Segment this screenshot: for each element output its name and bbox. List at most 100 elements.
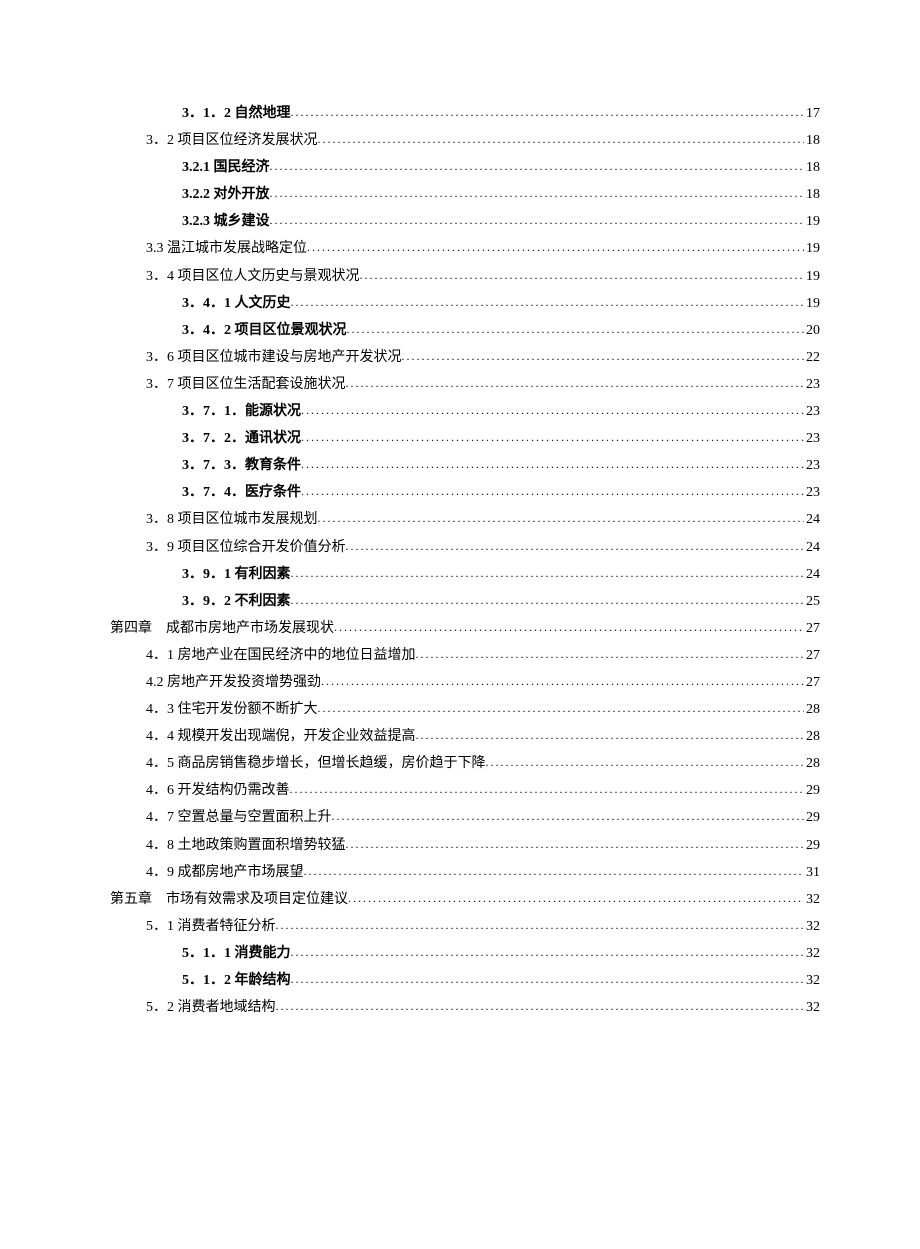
toc-leader-dots [276, 913, 805, 939]
toc-entry-page: 29 [804, 832, 820, 859]
toc-entry-page: 27 [804, 642, 820, 669]
toc-leader-dots [402, 344, 805, 370]
toc-entry-page: 19 [804, 235, 820, 262]
toc-leader-dots [318, 127, 805, 153]
toc-entry: 3．9 项目区位综合开发价值分析24 [110, 534, 820, 561]
toc-leader-dots [347, 317, 805, 343]
toc-entry-title: 4．4 规模开发出现端倪，开发企业效益提高 [146, 723, 416, 750]
toc-entry: 第四章 成都市房地产市场发展现状27 [110, 615, 820, 642]
toc-entry: 3.2.1 国民经济 18 [110, 154, 820, 181]
toc-entry-page: 23 [804, 479, 820, 506]
toc-entry: 5．2 消费者地域结构32 [110, 994, 820, 1021]
toc-entry-page: 19 [804, 208, 820, 235]
toc-entry-page: 23 [804, 398, 820, 425]
toc-entry-title: 3．7．2．通讯状况 [182, 425, 301, 452]
toc-entry-page: 18 [804, 181, 820, 208]
toc-entry-page: 23 [804, 371, 820, 398]
toc-entry-title: 3．8 项目区位城市发展规划 [146, 506, 318, 533]
toc-entry-page: 25 [804, 588, 820, 615]
toc-leader-dots [291, 588, 805, 614]
toc-entry-title: 4．7 空置总量与空置面积上升 [146, 804, 332, 831]
toc-entry: 3.2.3 城乡建设19 [110, 208, 820, 235]
toc-leader-dots [270, 208, 805, 234]
toc-entry-page: 32 [804, 886, 820, 913]
toc-entry-title: 5．1．2 年龄结构 [182, 967, 291, 994]
toc-entry-page: 23 [804, 452, 820, 479]
toc-entry-title: 5．1．1 消费能力 [182, 940, 291, 967]
toc-entry-title: 3.2.2 对外开放 [182, 181, 270, 208]
toc-entry-page: 31 [804, 859, 820, 886]
toc-leader-dots [291, 100, 805, 126]
toc-entry-title: 4．6 开发结构仍需改善 [146, 777, 290, 804]
toc-entry-title: 3．7．3．教育条件 [182, 452, 301, 479]
toc-entry-page: 24 [804, 534, 820, 561]
toc-entry-page: 32 [804, 913, 820, 940]
toc-entry-page: 18 [804, 154, 820, 181]
toc-leader-dots [321, 669, 804, 695]
toc-entry: 5．1．1 消费能力 32 [110, 940, 820, 967]
toc-entry: 4．7 空置总量与空置面积上升 29 [110, 804, 820, 831]
toc-entry: 4．5 商品房销售稳步增长，但增长趋缓，房价趋于下降 28 [110, 750, 820, 777]
toc-leader-dots [290, 777, 805, 803]
toc-leader-dots [360, 263, 805, 289]
toc-entry-title: 4．8 土地政策购置面积增势较猛 [146, 832, 346, 859]
toc-leader-dots [416, 723, 805, 749]
toc-entry-page: 24 [804, 561, 820, 588]
toc-entry-title: 3．7．1．能源状况 [182, 398, 301, 425]
toc-entry-page: 23 [804, 425, 820, 452]
toc-entry-page: 19 [804, 290, 820, 317]
toc-leader-dots [332, 804, 805, 830]
toc-leader-dots [291, 561, 805, 587]
toc-entry: 4.2 房地产开发投资增势强劲27 [110, 669, 820, 696]
toc-entry-title: 3．1．2 自然地理 [182, 100, 291, 127]
toc-leader-dots [346, 534, 805, 560]
toc-leader-dots [291, 967, 805, 993]
toc-entry-page: 28 [804, 750, 820, 777]
toc-entry: 3．8 项目区位城市发展规划 24 [110, 506, 820, 533]
toc-entry-page: 24 [804, 506, 820, 533]
toc-leader-dots [348, 886, 804, 912]
toc-leader-dots [270, 154, 805, 180]
toc-leader-dots [270, 181, 805, 207]
toc-entry: 3．7．2．通讯状况 23 [110, 425, 820, 452]
toc-entry-page: 27 [804, 669, 820, 696]
toc-entry-title: 4．3 住宅开发份额不断扩大 [146, 696, 318, 723]
toc-entry: 4．6 开发结构仍需改善29 [110, 777, 820, 804]
toc-entry-title: 3.2.1 国民经济 [182, 154, 270, 181]
toc-entry-title: 5．1 消费者特征分析 [146, 913, 276, 940]
toc-leader-dots [318, 506, 805, 532]
table-of-contents: 3．1．2 自然地理 173．2 项目区位经济发展状况183.2.1 国民经济 18… [110, 100, 820, 1021]
toc-entry-page: 17 [804, 100, 820, 127]
toc-entry: 3．7．3．教育条件 23 [110, 452, 820, 479]
toc-leader-dots [291, 290, 805, 316]
toc-entry: 3．7．1．能源状况 23 [110, 398, 820, 425]
toc-entry-title: 第五章 市场有效需求及项目定位建议 [110, 886, 348, 913]
toc-entry: 3．2 项目区位经济发展状况18 [110, 127, 820, 154]
toc-entry-title: 4．5 商品房销售稳步增长，但增长趋缓，房价趋于下降 [146, 750, 486, 777]
toc-entry: 3.3 温江城市发展战略定位 19 [110, 235, 820, 262]
toc-leader-dots [416, 642, 805, 668]
toc-entry: 4．8 土地政策购置面积增势较猛 29 [110, 832, 820, 859]
toc-entry-page: 27 [804, 615, 820, 642]
toc-leader-dots [301, 479, 804, 505]
toc-entry-title: 3．9．1 有利因素 [182, 561, 291, 588]
toc-entry-title: 3．4．2 项目区位景观状况 [182, 317, 347, 344]
toc-leader-dots [301, 452, 804, 478]
toc-entry-page: 28 [804, 723, 820, 750]
toc-leader-dots [318, 696, 805, 722]
toc-entry: 5．1．2 年龄结构32 [110, 967, 820, 994]
toc-entry: 4．9 成都房地产市场展望 31 [110, 859, 820, 886]
toc-entry-title: 3．7．4．医疗条件 [182, 479, 301, 506]
toc-leader-dots [301, 398, 804, 424]
toc-entry: 3．7．4．医疗条件 23 [110, 479, 820, 506]
toc-entry-title: 3．4 项目区位人文历史与景观状况 [146, 263, 360, 290]
toc-entry: 5．1 消费者特征分析 32 [110, 913, 820, 940]
toc-entry-title: 3.3 温江城市发展战略定位 [146, 235, 307, 262]
toc-entry-page: 29 [804, 804, 820, 831]
toc-leader-dots [486, 750, 805, 776]
toc-entry-title: 4．9 成都房地产市场展望 [146, 859, 304, 886]
toc-entry: 4．3 住宅开发份额不断扩大28 [110, 696, 820, 723]
toc-leader-dots [301, 425, 804, 451]
toc-entry-page: 32 [804, 940, 820, 967]
toc-leader-dots [346, 832, 805, 858]
